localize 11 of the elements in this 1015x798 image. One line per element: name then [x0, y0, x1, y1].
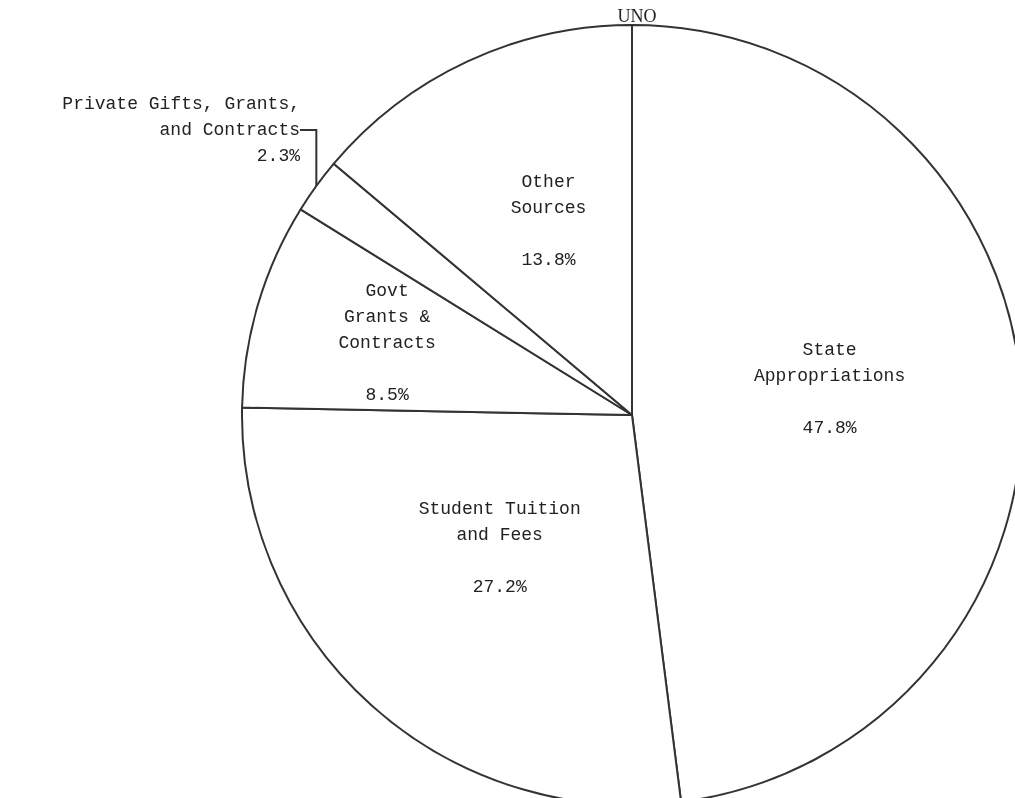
data-label: 27.2% [472, 577, 527, 598]
data-label: 47.8% [802, 417, 857, 438]
slice-label: Student Tuition and Fees [418, 499, 581, 546]
slice-label: Other Sources [510, 172, 587, 219]
chart-title: UNO [617, 6, 657, 26]
slice-label: State Appropriations [753, 339, 906, 386]
data-label: 2.3% [256, 146, 301, 166]
data-label: 13.8% [521, 250, 576, 271]
data-label: 8.5% [365, 384, 409, 405]
slice-label: Govt Grants & Contracts [338, 280, 436, 353]
slice-label: Private Gifts, Grants, and Contracts [62, 94, 300, 140]
